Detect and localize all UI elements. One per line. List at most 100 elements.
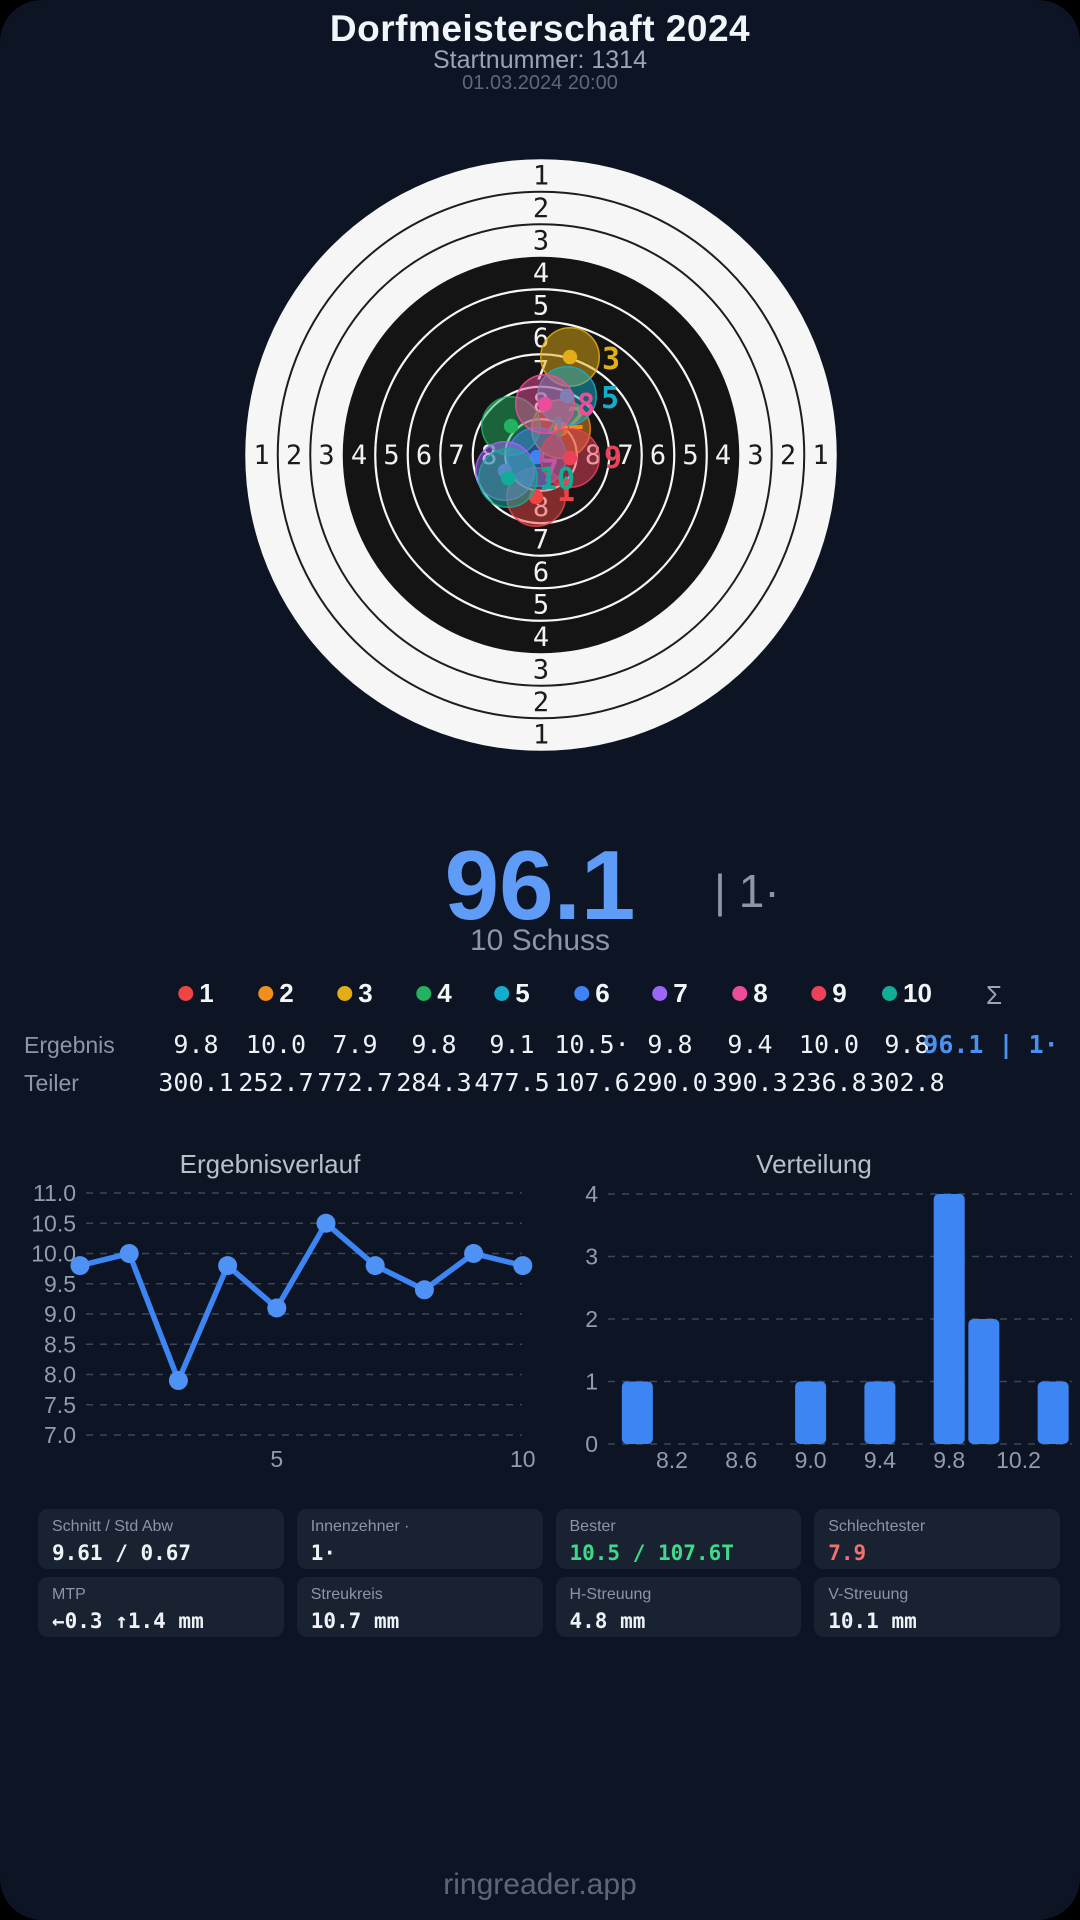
ergebnis-value: 10.5· [554,1030,630,1059]
stat-card-value: 1· [310,1541,337,1565]
shot-column-header: 5 [494,978,530,1009]
y-tick-label: 8.0 [44,1362,76,1388]
ring-number: 3 [747,440,763,471]
data-point [267,1298,287,1318]
shot-color-dot [732,986,748,1001]
shooting-target: 1111222233334444555566667777888812345789… [245,159,837,751]
shot-column-header: 9 [811,978,847,1009]
target-ring [374,288,708,622]
shot-count: 10 Schuss [469,924,611,957]
target-ring [276,190,806,720]
shot-column-header: 8 [732,978,768,1009]
y-tick-label: 7.5 [44,1392,76,1418]
ring-number: 4 [533,258,549,289]
histogram-bar [933,1194,965,1444]
inner-tens-badge: | 1· [714,865,780,917]
stat-card-label: MTP [52,1586,86,1603]
ring-number: 2 [533,193,549,224]
line-chart-title: Ergebnisverlauf [180,1149,361,1179]
x-tick-label: 10 [510,1446,536,1472]
stat-card-label: Innenzehner · [310,1518,410,1535]
total-score: 96.1 [444,830,636,940]
stat-card-h-streuung: H-Streuung 4.8 mm [555,1577,802,1637]
shot-color-dot [258,986,274,1001]
bar-chart-title: Verteilung [756,1149,872,1179]
y-tick-label: 11.0 [33,1180,76,1206]
teiler-value: 284.3 [396,1068,472,1097]
shot-column-header: 2 [258,978,294,1009]
shot-number: 1 [199,978,214,1008]
shot-color-dot [811,986,827,1001]
ring-number: 5 [533,291,549,322]
data-point [365,1256,385,1276]
stat-card-value: 10.7 mm [310,1609,400,1633]
y-tick-label: 0 [585,1431,598,1457]
teiler-value: 290.0 [632,1068,708,1097]
shot-color-dot [416,986,432,1001]
ergebnis-value: 9.8 [173,1030,219,1059]
y-tick-label: 9.0 [44,1301,76,1327]
stat-card-bester: Bester 10.5 / 107.6T [555,1509,802,1569]
shot-center-dot-8 [537,396,553,412]
footer-brand: ringreader.app [443,1868,637,1901]
shot-color-dot [178,986,194,1001]
stat-card-value: 7.9 [828,1541,867,1565]
x-tick-label: 8.2 [656,1447,688,1473]
ring-number: 4 [715,440,731,471]
ring-number: 3 [533,226,549,257]
ring-number: 6 [650,440,666,471]
stat-card-v-streuung: V-Streuung 10.1 mm [814,1577,1060,1637]
shot-number: 9 [832,978,847,1008]
shot-column-header: 6 [574,978,610,1009]
shot-color-dot [494,986,510,1001]
ring-number: 1 [533,161,549,192]
shot-number: 6 [595,978,610,1008]
ergebnis-value: 10.0 [245,1030,307,1059]
stat-cards: Schnitt / Std Abw 9.61 / 0.67 Innenzehner … [38,1509,1060,1637]
shot-color-dot [574,986,590,1001]
stat-card-value: 4.8 mm [569,1609,646,1633]
shot-center-dot-9 [562,450,578,466]
shot-number: 7 [673,978,688,1008]
teiler-row-label: Teiler [24,1070,79,1096]
x-tick-label: 10.2 [996,1447,1041,1473]
histogram-bar [968,1319,1000,1444]
start-number: Startnummer: 1314 [433,46,647,74]
shot-center-dot-10 [500,470,516,486]
ring-number: 1 [253,440,269,471]
histogram-bar [621,1381,653,1444]
ring-number: 6 [533,557,549,588]
data-point [316,1213,336,1233]
teiler-value: 252.7 [238,1068,314,1097]
shot-center-dot-3 [562,349,578,365]
y-tick-label: 7.0 [44,1422,76,1448]
shot-color-dot [337,986,353,1001]
ergebnis-value: 9.8 [647,1030,693,1059]
page-title: Dorfmeisterschaft 2024 [329,8,751,49]
y-tick-label: 9.5 [44,1271,76,1297]
histogram-bar [1037,1381,1069,1444]
stat-card-mtp: MTP ←0.3 ↑1.4 mm [38,1577,284,1637]
stat-card-value: ←0.3 ↑1.4 mm [52,1609,204,1633]
ring-number: 5 [682,440,698,471]
score-trend-chart: Ergebnisverlauf 11.0 10.5 10.0 9.5 9.0 8.5 8.0 7… [31,1149,536,1472]
ring-number: 7 [617,440,633,471]
data-point [464,1244,484,1263]
ring-number: 1 [812,440,828,471]
teiler-value: 107.6 [554,1068,630,1097]
y-tick-label: 10.5 [31,1210,76,1236]
shot-label-3: 3 [602,342,620,377]
data-point [414,1280,434,1300]
ring-number: 5 [383,440,399,471]
stat-card-innenzehner: Innenzehner · 1· [296,1509,543,1569]
ring-number: 3 [318,440,334,471]
ring-number: 4 [533,622,549,653]
shot-center-dot-4 [503,418,519,434]
ring-number: 7 [448,440,464,471]
ergebnis-value: 10.0 [798,1030,860,1059]
ergebnis-value: 9.8 [411,1030,457,1059]
ergebnis-value: 7.9 [332,1030,378,1059]
ring-number: 7 [533,525,549,556]
ring-number: 2 [286,440,302,471]
